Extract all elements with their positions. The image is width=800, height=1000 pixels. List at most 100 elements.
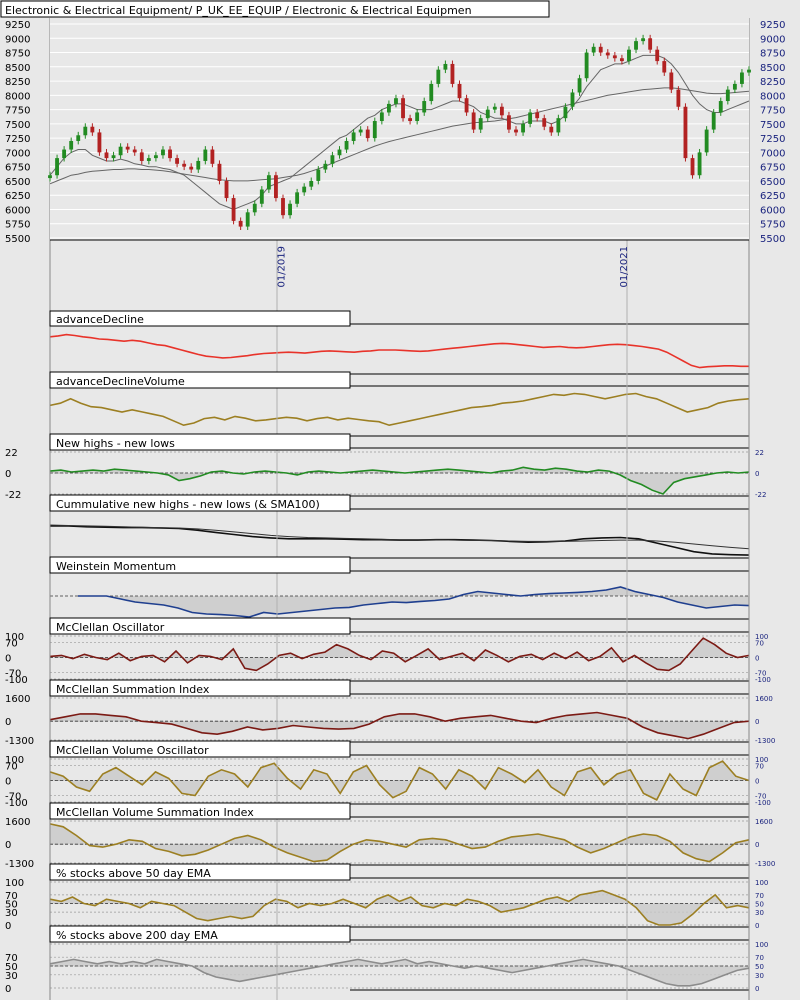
pctAbove50-ytick-right: 70 [755,892,764,900]
price-candle-body [394,98,398,104]
price-candle-body [648,38,653,50]
price-candle-body [69,140,74,150]
mcclellanVolumeSummation-panel [49,816,750,866]
price-candle-body [337,149,342,156]
mcclellanSummation-ytick-right: -1300 [755,737,775,745]
advanceDeclineVolume-series-line [49,392,750,427]
price-ytick-right: 7750 [760,106,785,117]
newHighsLows-ytick-right: 0 [755,470,759,478]
price-candle-body [605,52,610,56]
price-ytick-left: 6750 [5,163,30,174]
price-ytick-right: 6750 [760,163,785,174]
pctAbove50-ytick-right: 50 [755,901,764,909]
pctAbove50-ytick-left: 30 [5,908,18,919]
mcclellanVolumeOscillator-ytick-left: 100 [5,755,24,766]
newHighsLows-ytick-right: -22 [755,491,766,499]
chart-title-box [0,0,550,18]
price-candle-body [259,189,264,204]
price-candle-body [238,220,243,227]
pctAbove200-shaded-area [50,959,749,986]
pctAbove200-ytick-right: 0 [755,985,759,993]
newHighsLows-panel [49,447,750,497]
mcclellanVolumeSummation-ytick-right: -1300 [755,860,775,868]
price-candle-body [697,152,702,176]
pctAbove50-panel [49,877,750,928]
mcclellanOscillator-ytick-right: 70 [755,639,764,647]
pctAbove50-title-box [49,863,351,881]
price-ytick-left: 7750 [5,106,30,117]
price-ytick-left: 8750 [5,49,30,60]
price-xtick-label: 01/2021 [619,246,630,288]
price-candle-body [747,69,751,73]
mcclellanOscillator-ytick-left: 0 [5,654,11,665]
advanceDeclineVolume-title: advanceDeclineVolume [56,375,185,388]
weinsteinMomentum-shaded-area [78,587,749,617]
price-ytick-left: 7500 [5,120,30,131]
price-ytick-left: 6000 [5,205,30,216]
mcclellanOscillator-ytick-right: 0 [755,655,759,663]
pctAbove200-ytick-left: 0 [5,984,11,995]
price-candle-body [161,149,165,156]
price-candle-body [210,149,215,164]
mcclellanVolumeOscillator-ytick-left: 0 [5,777,11,788]
pctAbove200-panel [49,939,750,991]
price-ytick-left: 7250 [5,134,30,145]
price-ytick-right: 5750 [760,220,785,231]
price-candle-body [175,158,180,164]
price-candle-body [83,126,88,136]
pctAbove50-shaded-area [50,890,749,925]
price-candle-body [97,132,102,153]
mcclellanOscillator-panel [49,631,750,682]
advanceDecline-panel [49,323,749,375]
pctAbove50-series-line [49,889,750,926]
mcclellanOscillator-ytick-left: -100 [5,675,28,686]
mcclellanVolumeSummation-title-box [49,802,351,820]
cumulativeNewHighsLows-title-box [49,494,351,512]
price-ytick-left: 5750 [5,220,30,231]
price-ytick-left: 8250 [5,77,30,88]
price-candle-body [309,180,314,187]
price-ytick-right: 7000 [760,148,785,159]
price-candle-body [514,129,518,133]
price-candle-body [401,98,405,119]
indicator-panels [49,18,750,1000]
price-candle-body [612,55,617,59]
mcclellanSummation-ytick-left: 0 [5,717,11,728]
mcclellanVolumeOscillator-ytick-right: 100 [755,756,768,764]
price-sma-long-line [49,87,750,185]
price-candle-body [598,46,603,53]
price-candle-body [386,103,391,113]
price-candle-body [521,123,525,133]
panel-labels: advanceDecline advanceDeclineVolume 22 0 -22… [5,310,775,995]
price-candle-body [676,89,681,107]
price-candle-body [146,158,151,161]
price-ytick-right: 8750 [760,49,785,60]
pctAbove50-ytick-left: 70 [5,891,18,902]
price-sma-short-line [49,54,750,211]
price-candle-body [535,112,540,119]
mcclellanVolumeSummation-title: McClellan Volume Summation Index [56,806,254,819]
mcclellanSummation-title: McClellan Summation Index [56,683,210,696]
price-ytick-right: 9000 [760,34,785,45]
price-candle-body [344,140,349,150]
price-candle-body [415,112,420,122]
mcclellanVolumeOscillator-title-box [49,740,351,758]
price-candle-body [429,83,434,102]
mcclellanVolumeSummation-ytick-left: 0 [5,840,11,851]
mcclellanOscillator-ytick-right: 100 [755,633,768,641]
price-candle-body [90,126,95,133]
weinsteinMomentum-panel [50,570,750,620]
advanceDecline-title: advanceDecline [56,313,144,326]
price-ytick-left: 6250 [5,191,30,202]
price-candle-body [189,166,194,170]
price-candle-body [556,118,561,133]
price-candle-body [217,163,222,181]
weinsteinMomentum-series-line [78,586,750,618]
mcclellanOscillator-ytick-left: -70 [5,669,21,680]
mcclellanOscillator-shaded-area [50,638,749,671]
price-ytick-right: 7250 [760,134,785,145]
mcclellanVolumeOscillator-ytick-right: 0 [755,778,759,786]
price-ytick-right: 8500 [760,63,785,74]
price-candle-body [443,63,448,70]
price-candle-body [295,192,300,204]
